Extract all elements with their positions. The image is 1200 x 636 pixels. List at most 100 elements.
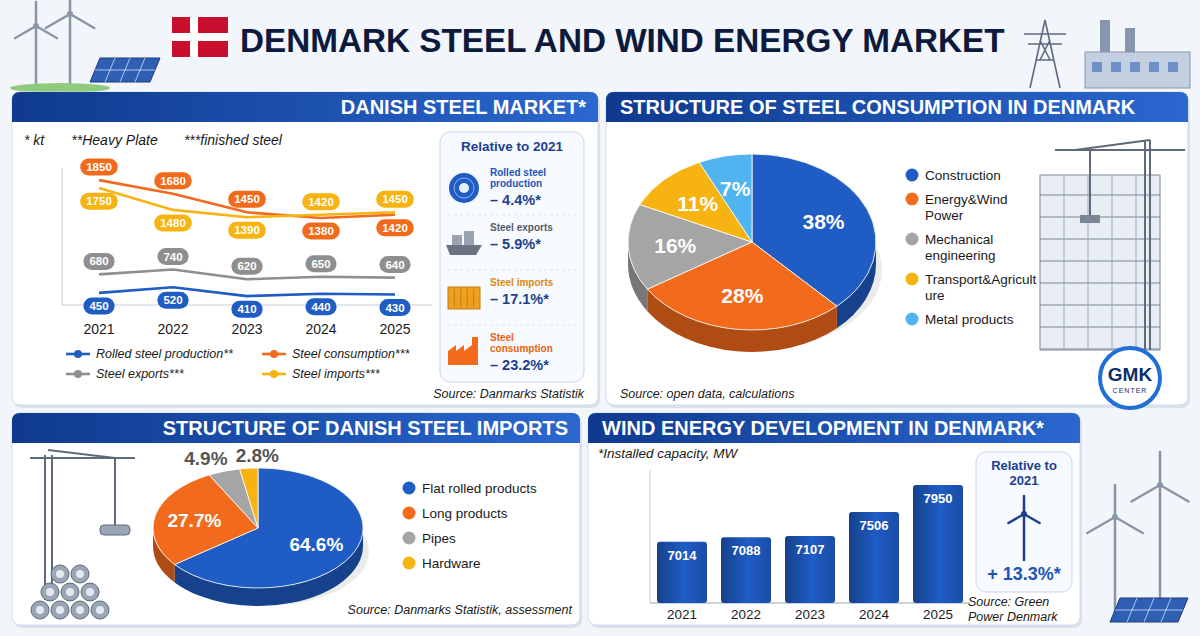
label-pill: [231, 258, 262, 275]
data-label-text: 1450: [234, 193, 260, 205]
pipe-hole: [56, 570, 64, 578]
panel: STRUCTURE OF STEEL CONSUMPTION IN DENMAR…: [606, 92, 1190, 408]
page-title: DENMARK STEEL AND WIND ENERGY MARKET: [240, 22, 1005, 59]
turbine-blade: [1087, 517, 1115, 533]
illustration: [1040, 140, 1185, 350]
pipe-hole: [76, 606, 84, 614]
annotation-title: Relative to2021: [991, 458, 1057, 488]
label-pill: [154, 214, 192, 231]
solar-grid: [1115, 610, 1183, 611]
text-line: consumption: [490, 343, 553, 354]
source: Source: GreenPower Denmark: [968, 595, 1058, 624]
ship-cargo: [464, 231, 474, 245]
separator: [448, 325, 576, 326]
series-line: [99, 188, 395, 217]
pie: [153, 468, 369, 606]
series-line: [99, 180, 395, 218]
pipe-hole: [76, 570, 84, 578]
annotation-label: Steel imports: [490, 277, 554, 288]
legend-label: Mechanicalengineering: [925, 232, 996, 263]
slice-label: 16%: [654, 234, 696, 257]
annotation-box: [440, 132, 584, 382]
panel: DANISH STEEL MARKET*: [12, 92, 600, 408]
annotation-value: + 13.3%*: [987, 564, 1061, 584]
data-label: 680: [83, 253, 114, 270]
data-label-text: 440: [311, 301, 330, 313]
ship-cargo: [452, 235, 462, 245]
legend-label: Hardware: [422, 556, 481, 571]
x-tick-label: 2025: [923, 607, 953, 622]
panel-bg: [588, 413, 1080, 625]
panel-header: [12, 413, 580, 443]
logo-text: GMK: [1108, 364, 1153, 385]
chimney: [1100, 20, 1110, 52]
legend-marker: [403, 532, 416, 545]
building-floor: [1040, 239, 1160, 240]
panel-title: WIND ENERGY DEVELOPMENT IN DENMARK*: [602, 417, 1044, 439]
legend-marker: [906, 273, 919, 286]
infographic: DENMARK STEEL AND WIND ENERGY MARKET DANI…: [0, 0, 1200, 636]
panel-header: [588, 413, 1080, 443]
annotation-title: Relative to 2021: [461, 139, 564, 154]
pipe: [71, 601, 89, 619]
container-rib: [454, 289, 455, 307]
data-label: 440: [305, 298, 336, 315]
data-label-text: 680: [89, 255, 108, 267]
illustration: [30, 450, 135, 619]
text-line: production: [490, 178, 542, 189]
building-column: [1112, 175, 1113, 350]
turbine-blade: [15, 26, 36, 38]
container: [448, 287, 480, 309]
slice-label: 28%: [721, 284, 763, 307]
turbine-hub: [1021, 511, 1027, 517]
panel-header: [606, 92, 1188, 122]
illustration: [1087, 485, 1142, 612]
window: [1168, 62, 1178, 72]
bar: [849, 512, 899, 603]
legend-marker: [906, 193, 919, 206]
data-label: 7107: [796, 542, 825, 557]
container-rib: [473, 289, 474, 307]
legend-label: Long products: [422, 506, 508, 521]
data-label: 1380: [302, 222, 340, 239]
data-label-text: 620: [237, 260, 256, 272]
note: **Heavy Plate: [71, 132, 158, 148]
source: Source: Danmarks Statistik: [433, 387, 584, 401]
window: [1149, 62, 1159, 72]
data-label: 620: [231, 258, 262, 275]
slice-label: 64.6%: [289, 534, 343, 555]
annotation-label: Steel exports: [490, 222, 553, 233]
pipe: [81, 583, 99, 601]
label-pill: [376, 219, 414, 236]
legend-label: Transport&Agriculture: [925, 272, 1037, 303]
legend-label: Energy&WindPower: [925, 192, 1008, 223]
text-line: Pipes: [422, 531, 456, 546]
icon: [446, 231, 482, 255]
ship-hull: [446, 245, 482, 255]
label-pill: [376, 191, 414, 208]
panel: STRUCTURE OF DANISH STEEL IMPORTS: [12, 413, 582, 628]
label-pill: [80, 193, 118, 210]
pipe: [61, 583, 79, 601]
solar-grid: [95, 70, 155, 71]
illustration: [15, 2, 57, 86]
illustration: [1024, 20, 1190, 88]
bar: [721, 537, 771, 603]
pipe-hole: [36, 606, 44, 614]
turbine-blade: [70, 14, 94, 28]
annotation-label: Steelconsumption: [490, 332, 553, 354]
x-tick-label: 2021: [83, 321, 114, 337]
text-line: Transport&Agricult: [925, 272, 1037, 287]
data-label: 410: [231, 301, 262, 318]
x-tick-label: 2023: [231, 321, 262, 337]
panel-bg: [606, 92, 1188, 405]
slice-label: 11%: [677, 192, 718, 215]
turbine-hub: [33, 23, 39, 29]
text-line: Flat rolled products: [422, 481, 537, 496]
label-pill: [83, 253, 114, 270]
turbine-hub: [67, 11, 73, 17]
data-label: 7014: [668, 548, 698, 563]
text-line: Steel: [490, 332, 514, 343]
data-label-text: 1420: [308, 196, 334, 208]
legend-dot: [74, 370, 82, 378]
